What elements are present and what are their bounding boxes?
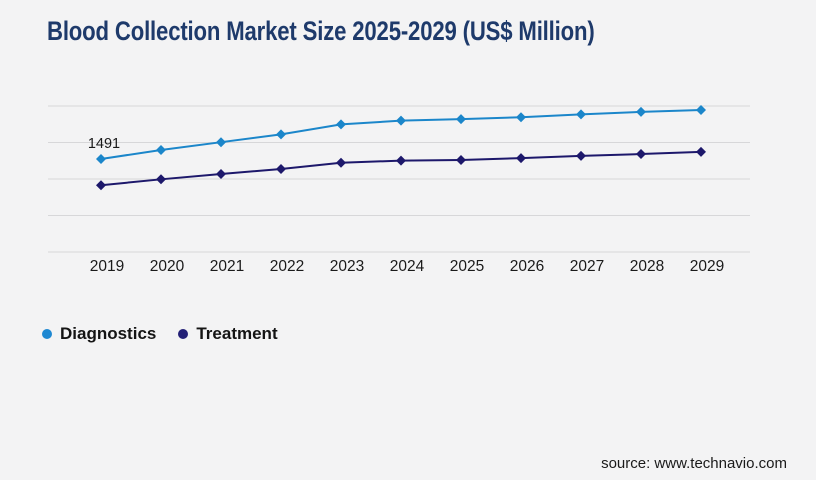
x-tick-2023: 2023 (330, 258, 364, 275)
x-tick-2029: 2029 (690, 258, 724, 275)
treatment-point-2029[interactable] (696, 146, 706, 157)
x-tick-2019: 2019 (90, 258, 124, 275)
diagnostics-point-2020[interactable] (156, 144, 166, 155)
diagnostics-point-2022[interactable] (276, 129, 286, 140)
treatment-point-2020[interactable] (156, 174, 166, 185)
chart-legend: Diagnostics Treatment (42, 324, 278, 344)
legend-item-label: Diagnostics (60, 324, 157, 343)
x-tick-2022: 2022 (270, 258, 304, 275)
treatment-point-2028[interactable] (636, 149, 646, 160)
diagnostics-point-2023[interactable] (336, 119, 346, 130)
diagnostics-point-2024[interactable] (396, 115, 406, 126)
x-tick-2020: 2020 (150, 258, 185, 275)
legend-item-treatment[interactable]: Treatment (178, 324, 278, 344)
legend-item-label: Treatment (196, 324, 278, 343)
x-tick-2027: 2027 (570, 258, 604, 275)
diagnostics-point-2021[interactable] (216, 137, 226, 148)
source-attribution: source: www.technavio.com (601, 455, 787, 472)
x-tick-2024: 2024 (390, 258, 425, 275)
diagnostics-point-2027[interactable] (576, 109, 586, 120)
treatment-point-2023[interactable] (336, 157, 346, 168)
treatment-point-2022[interactable] (276, 164, 286, 175)
x-tick-2026: 2026 (510, 258, 544, 275)
treatment-legend-dot-icon (178, 329, 189, 339)
treatment-point-2025[interactable] (456, 154, 466, 165)
x-tick-2028: 2028 (630, 258, 664, 275)
market-size-chart: 1491 2019 2020 2021 2022 2023 2024 2025 2026 2027… (48, 105, 750, 275)
treatment-point-2019[interactable] (96, 180, 106, 191)
page-title: Blood Collection Market Size 2025-2029 (… (47, 16, 595, 46)
treatment-point-2021[interactable] (216, 169, 226, 180)
diagnostics-point-2025[interactable] (456, 114, 466, 125)
treatment-point-2027[interactable] (576, 150, 586, 161)
diagnostics-point-2019[interactable] (96, 153, 106, 164)
diagnostics-point-2026[interactable] (516, 112, 526, 123)
x-tick-2021: 2021 (210, 258, 244, 275)
treatment-point-2026[interactable] (516, 153, 526, 164)
x-tick-2025: 2025 (450, 258, 484, 275)
data-label: 1491 (88, 136, 120, 152)
diagnostics-legend-dot-icon (42, 329, 52, 339)
diagnostics-point-2028[interactable] (636, 106, 646, 117)
diagnostics-point-2029[interactable] (696, 105, 706, 116)
legend-item-diagnostics[interactable]: Diagnostics (42, 324, 156, 344)
treatment-point-2024[interactable] (396, 155, 406, 166)
